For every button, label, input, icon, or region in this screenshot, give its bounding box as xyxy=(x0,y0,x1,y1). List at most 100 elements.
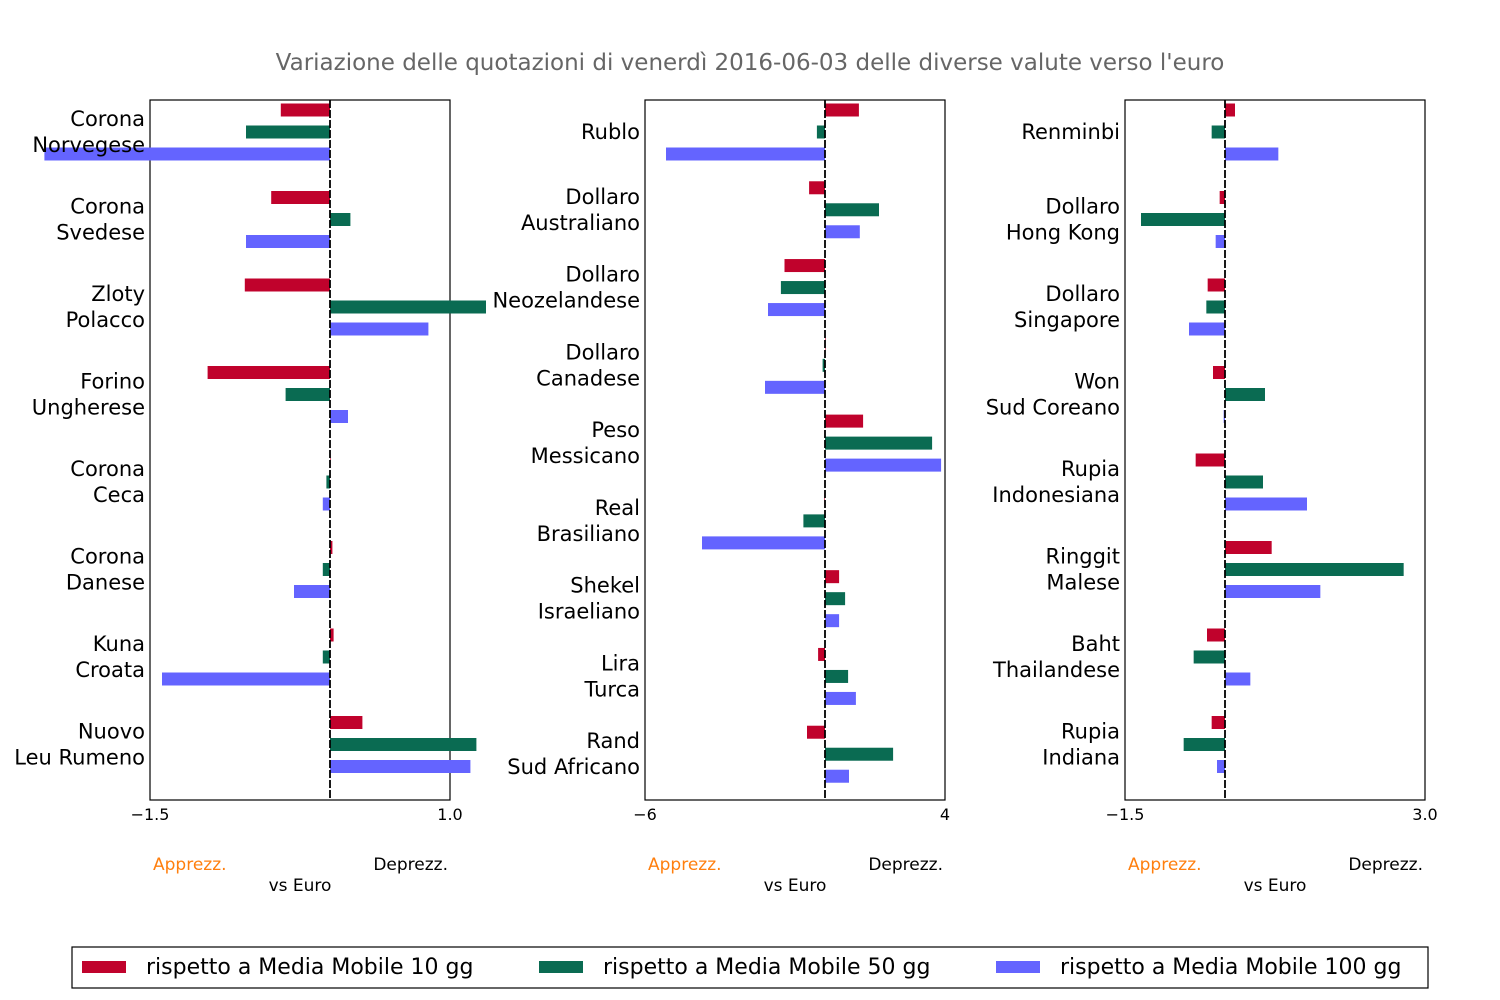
deprezz-label: Deprezz. xyxy=(868,855,943,875)
bar xyxy=(280,103,330,117)
bar xyxy=(294,585,330,598)
category-label: Dollaro xyxy=(565,340,640,364)
bar xyxy=(825,669,849,683)
bar xyxy=(246,125,330,139)
bar xyxy=(1183,738,1225,751)
category-label: Dollaro xyxy=(1045,282,1120,306)
category-label: Dollaro xyxy=(1045,195,1120,219)
bar xyxy=(1189,322,1225,336)
tick-label: 4 xyxy=(940,805,950,824)
category-label: Svedese xyxy=(56,221,145,245)
panel-frame xyxy=(644,99,946,801)
bar xyxy=(1207,628,1225,642)
bar xyxy=(1225,541,1272,554)
bar xyxy=(271,191,330,204)
bar xyxy=(1225,475,1263,489)
bar xyxy=(824,492,825,506)
bar xyxy=(44,147,331,161)
bar xyxy=(1211,125,1225,139)
category-label: Zloty xyxy=(91,282,145,306)
x-axis-label: vs Euro xyxy=(269,876,332,896)
x-axis-label: vs Euro xyxy=(764,876,827,896)
legend-entry: rispetto a Media Mobile 10 gg xyxy=(146,955,473,980)
category-label: Norvegese xyxy=(32,133,145,157)
bar xyxy=(702,536,825,550)
category-label: Corona xyxy=(70,457,145,481)
bar xyxy=(825,592,846,606)
bar xyxy=(1225,563,1404,576)
deprezz-label: Deprezz. xyxy=(373,855,448,875)
category-label: Dollaro xyxy=(565,263,640,287)
category-label: Indiana xyxy=(1042,746,1120,770)
apprezz-label: Apprezz. xyxy=(648,855,722,875)
bar xyxy=(330,300,486,314)
bar xyxy=(825,747,894,761)
bar xyxy=(768,303,825,317)
bar xyxy=(330,628,334,642)
category-label: Neozelandese xyxy=(492,289,640,313)
legend-frame xyxy=(71,946,1429,989)
category-label: Polacco xyxy=(66,308,145,332)
panel-1: CoronaNorvegeseCoronaSvedeseZlotyPolacco… xyxy=(14,99,486,896)
bar xyxy=(666,147,825,161)
category-label: Croata xyxy=(75,658,145,682)
category-label: Brasiliano xyxy=(537,522,640,546)
panel-frame xyxy=(1124,99,1426,801)
category-label: Turca xyxy=(583,677,640,701)
category-label: Corona xyxy=(70,107,145,131)
category-label: Hong Kong xyxy=(1006,221,1120,245)
category-label: Malese xyxy=(1046,571,1120,595)
legend-entry: rispetto a Media Mobile 100 gg xyxy=(1060,955,1401,980)
bar xyxy=(330,541,333,554)
bar xyxy=(330,213,351,226)
category-label: Forino xyxy=(80,370,145,394)
category-label: Corona xyxy=(70,545,145,569)
category-label: Ceca xyxy=(93,483,145,507)
category-label: Baht xyxy=(1071,632,1120,656)
category-label: Dollaro xyxy=(565,185,640,209)
bar xyxy=(784,259,825,273)
bar xyxy=(765,380,825,394)
bar xyxy=(809,181,825,195)
bar xyxy=(780,281,825,295)
panel-frame xyxy=(149,99,451,801)
bar xyxy=(825,691,856,705)
bar xyxy=(330,738,477,751)
tick-label: −6 xyxy=(633,805,657,824)
category-label: Rublo xyxy=(581,120,640,144)
category-label: Rupia xyxy=(1061,720,1120,744)
bar xyxy=(322,497,330,511)
category-label: Sud Coreano xyxy=(986,396,1120,420)
tick-label: −1.5 xyxy=(1106,805,1145,824)
legend: rispetto a Media Mobile 10 gg rispetto a … xyxy=(71,946,1429,989)
bar xyxy=(330,322,429,336)
category-label: Leu Rumeno xyxy=(14,746,145,770)
category-label: Real xyxy=(595,496,640,520)
bar xyxy=(330,716,363,729)
category-label: Won xyxy=(1074,370,1120,394)
bar xyxy=(330,760,471,773)
category-label: Rupia xyxy=(1061,457,1120,481)
x-axis-label: vs Euro xyxy=(1244,876,1307,896)
bar xyxy=(1193,650,1225,664)
bar xyxy=(326,475,330,489)
bar xyxy=(803,514,825,528)
bar xyxy=(825,570,840,584)
category-label: Peso xyxy=(591,418,640,442)
category-label: Kuna xyxy=(93,632,145,656)
category-label: Ringgit xyxy=(1046,545,1120,569)
bar xyxy=(330,410,348,423)
bar xyxy=(1225,585,1321,598)
category-label: Canadese xyxy=(536,366,640,390)
tick-label: 3.0 xyxy=(1412,805,1437,824)
category-label: Messicano xyxy=(531,444,640,468)
bar xyxy=(162,672,330,686)
legend-swatch xyxy=(996,961,1040,973)
legend-swatch xyxy=(539,961,583,973)
bar xyxy=(1206,300,1225,314)
bar xyxy=(1225,672,1251,686)
category-label: Thailandese xyxy=(992,658,1120,682)
category-label: Indonesiana xyxy=(992,483,1120,507)
